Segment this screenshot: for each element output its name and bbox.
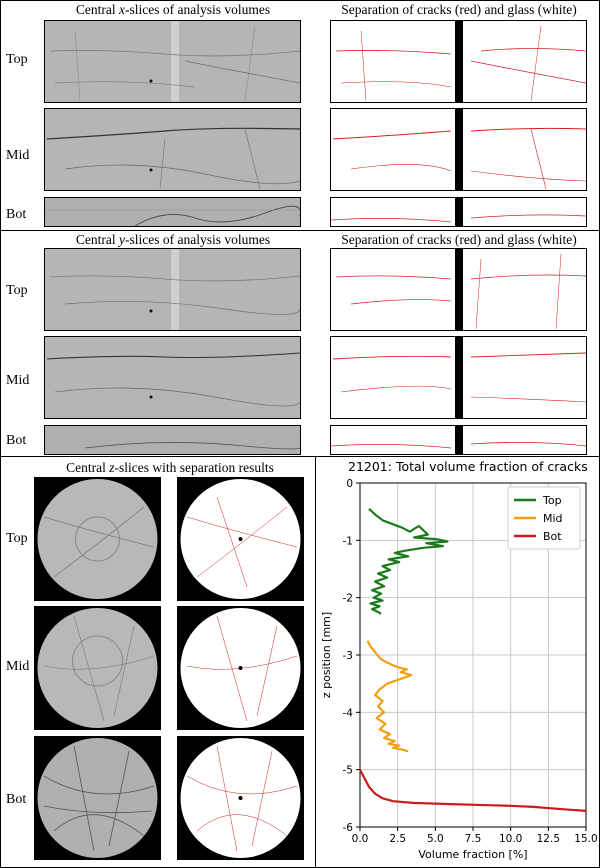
section-divider-2 (0, 456, 600, 457)
chart-title: 21201: Total volume fraction of cracks (348, 459, 588, 474)
x-slice-bot-texture (45, 198, 300, 226)
y-tick-label: -4 (343, 707, 354, 719)
x-tick-label: 2.5 (389, 833, 406, 845)
legend-label-top: Top (542, 494, 562, 507)
legend-box (507, 486, 581, 550)
z-slice-top-disk (37, 479, 158, 599)
y-slice-top-image (44, 248, 301, 331)
x-separation-mid-image (330, 108, 587, 191)
y-separation-top-image (330, 248, 587, 331)
x-slices-title: Central x-slices of analysis volumes (75, 2, 271, 17)
series-line-bot (359, 769, 587, 812)
row-label-mid: Mid (6, 659, 30, 674)
x-tick-label: 12.5 (537, 833, 560, 845)
x-separation-top-cracks (335, 21, 586, 102)
frame-top-border (0, 0, 600, 1)
y-separation-mid-image (330, 336, 587, 419)
row-label-top: Top (6, 531, 28, 546)
x-separation-mid-cracks (332, 109, 586, 190)
x-separation-bot-image (330, 197, 587, 227)
y-slices-title: Central y-slices of analysis volumes (75, 232, 271, 247)
y-slice-bot-image (44, 425, 301, 455)
y-tick-label: -1 (343, 535, 353, 547)
z-slice-top-image (34, 477, 161, 601)
x-slice-bot-image (44, 197, 301, 227)
row-label-bot: Bot (6, 792, 27, 807)
z-separation-bot-disk (180, 738, 301, 858)
x-separation-title: Separation of cracks (red) and glass (wh… (341, 2, 577, 17)
y-slice-mid-image (44, 336, 301, 419)
z-separation-bot-image (177, 736, 304, 860)
series-line-mid (366, 640, 413, 753)
row-label-bot: Bot (6, 433, 27, 448)
volume-fraction-chart: 0.0 2.5 5.0 7.5 10.0 12.5 15.0 0 -1 -2 -3 -4 -5 -6 Vol… (320, 478, 598, 861)
z-slice-bot-disk (37, 738, 158, 858)
z-slice-bot-image (34, 736, 161, 860)
plot-frame (359, 482, 587, 828)
z-separation-mid-disk (180, 608, 301, 728)
y-slice-mid-texture (45, 337, 300, 418)
x-slice-mid-texture (45, 109, 300, 190)
y-tick-label: -6 (343, 822, 354, 834)
row-label-top: Top (6, 283, 28, 298)
z-slice-mid-image (34, 606, 161, 730)
x-slice-mid-image (44, 108, 301, 191)
x-separation-bot-cracks (331, 198, 586, 226)
x-tick-label: 7.5 (465, 833, 482, 845)
x-separation-top-image (330, 20, 587, 103)
x-tick-label: 5.0 (427, 833, 444, 845)
legend-label-bot: Bot (543, 530, 562, 543)
y-separation-mid-cracks (332, 337, 586, 418)
y-tick-label: 0 (346, 478, 353, 490)
frame-left-border (0, 0, 1, 868)
legend-label-mid: Mid (543, 512, 563, 525)
y-separation-bot-image (330, 425, 587, 455)
x-axis-label: Volume fraction [%] (418, 848, 527, 861)
y-tick-label: -5 (343, 765, 353, 777)
z-section-divider (315, 456, 316, 868)
y-axis-label: z position [mm] (320, 612, 333, 698)
y-slice-top-texture (45, 249, 300, 330)
row-label-top: Top (6, 52, 28, 67)
z-separation-mid-image (177, 606, 304, 730)
row-label-bot: Bot (6, 207, 27, 222)
x-tick-label: 10.0 (499, 833, 522, 845)
z-separation-top-image (177, 477, 304, 601)
x-tick-label: 0.0 (352, 833, 369, 845)
y-tick-label: -2 (343, 593, 353, 605)
x-tick-label: 15.0 (574, 833, 597, 845)
z-separation-top-disk (180, 479, 301, 599)
z-slices-title: Central z-slices with separation results (66, 460, 274, 475)
y-separation-bot-cracks (331, 426, 586, 454)
y-tick-label: -3 (343, 650, 353, 662)
x-slice-top-image (44, 20, 301, 103)
y-separation-title: Separation of cracks (red) and glass (wh… (341, 232, 577, 247)
row-label-mid: Mid (6, 148, 30, 163)
z-slice-mid-disk (37, 608, 158, 728)
x-slice-top-texture (45, 21, 300, 102)
y-slice-bot-texture (45, 426, 300, 454)
y-separation-top-cracks (335, 249, 586, 330)
section-divider-1 (0, 230, 600, 231)
series-line-top (368, 507, 449, 615)
row-label-mid: Mid (6, 373, 30, 388)
